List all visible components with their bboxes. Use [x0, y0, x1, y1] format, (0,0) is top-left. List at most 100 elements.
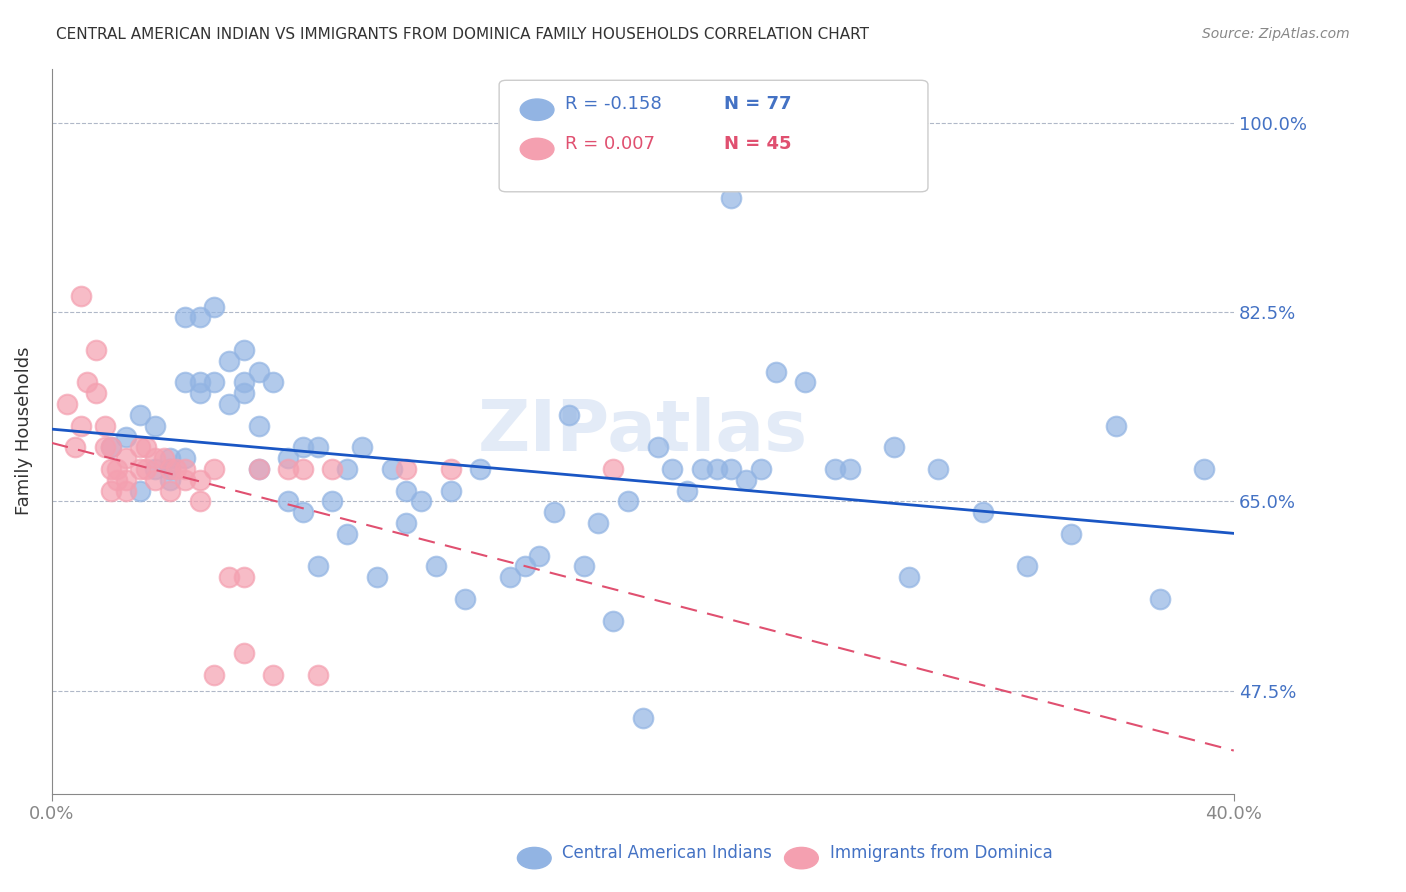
Point: [173, 451, 195, 466]
Point: [129, 440, 152, 454]
Point: [70, 418, 93, 433]
Point: [720, 191, 742, 205]
Text: N = 77: N = 77: [724, 95, 792, 113]
Point: [159, 451, 181, 466]
Point: [129, 462, 152, 476]
Point: [588, 516, 610, 530]
Point: [291, 440, 314, 454]
Point: [440, 483, 463, 498]
Point: [277, 494, 299, 508]
Point: [307, 667, 329, 681]
Point: [838, 462, 860, 476]
Point: [824, 462, 846, 476]
Point: [173, 462, 195, 476]
Point: [765, 365, 787, 379]
Text: CENTRAL AMERICAN INDIAN VS IMMIGRANTS FROM DOMINICA FAMILY HOUSEHOLDS CORRELATIO: CENTRAL AMERICAN INDIAN VS IMMIGRANTS FR…: [56, 27, 869, 42]
Point: [232, 343, 254, 357]
Text: R = -0.158: R = -0.158: [565, 95, 662, 113]
Text: N = 45: N = 45: [724, 135, 792, 153]
Point: [291, 462, 314, 476]
Point: [55, 397, 77, 411]
Point: [247, 365, 270, 379]
Point: [159, 462, 181, 476]
Point: [336, 462, 359, 476]
Point: [76, 376, 98, 390]
Point: [232, 386, 254, 401]
Point: [100, 462, 122, 476]
Point: [188, 310, 211, 325]
Point: [277, 462, 299, 476]
Point: [277, 451, 299, 466]
Point: [94, 418, 117, 433]
Point: [173, 473, 195, 487]
Point: [690, 462, 713, 476]
Text: Central American Indians: Central American Indians: [562, 844, 772, 862]
Point: [143, 473, 166, 487]
Point: [100, 440, 122, 454]
Point: [350, 440, 373, 454]
Point: [395, 516, 418, 530]
Point: [232, 570, 254, 584]
Point: [454, 591, 477, 606]
Point: [676, 483, 699, 498]
Point: [188, 376, 211, 390]
Point: [159, 462, 181, 476]
Point: [84, 343, 107, 357]
Point: [499, 570, 522, 584]
Point: [307, 440, 329, 454]
Point: [794, 376, 817, 390]
Point: [188, 386, 211, 401]
Point: [143, 418, 166, 433]
Point: [188, 473, 211, 487]
Point: [100, 483, 122, 498]
Text: R = 0.007: R = 0.007: [565, 135, 655, 153]
Point: [247, 462, 270, 476]
Point: [202, 300, 225, 314]
Point: [558, 408, 581, 422]
Point: [188, 494, 211, 508]
Text: Immigrants from Dominica: Immigrants from Dominica: [830, 844, 1052, 862]
Point: [135, 440, 157, 454]
Point: [927, 462, 949, 476]
Point: [105, 462, 128, 476]
Point: [381, 462, 404, 476]
Point: [114, 473, 136, 487]
Point: [543, 505, 565, 519]
Point: [94, 440, 117, 454]
Point: [307, 559, 329, 574]
Point: [617, 494, 640, 508]
Point: [897, 570, 920, 584]
Point: [411, 494, 433, 508]
Point: [232, 376, 254, 390]
Point: [129, 408, 152, 422]
Point: [647, 440, 669, 454]
Point: [720, 462, 742, 476]
Point: [706, 462, 728, 476]
Point: [218, 397, 240, 411]
Point: [321, 494, 343, 508]
Point: [1060, 527, 1083, 541]
Point: [749, 462, 772, 476]
Point: [1104, 418, 1126, 433]
Point: [84, 386, 107, 401]
Point: [425, 559, 447, 574]
Point: [513, 559, 536, 574]
Point: [70, 289, 93, 303]
Point: [153, 451, 176, 466]
Point: [247, 418, 270, 433]
Text: Source: ZipAtlas.com: Source: ZipAtlas.com: [1202, 27, 1350, 41]
Point: [336, 527, 359, 541]
Point: [65, 440, 87, 454]
Point: [395, 462, 418, 476]
Point: [395, 483, 418, 498]
Y-axis label: Family Households: Family Households: [15, 347, 32, 516]
Point: [202, 667, 225, 681]
Point: [321, 462, 343, 476]
Point: [143, 451, 166, 466]
Point: [135, 462, 157, 476]
Point: [143, 462, 166, 476]
Point: [883, 440, 905, 454]
Point: [105, 473, 128, 487]
Point: [202, 376, 225, 390]
Point: [661, 462, 683, 476]
